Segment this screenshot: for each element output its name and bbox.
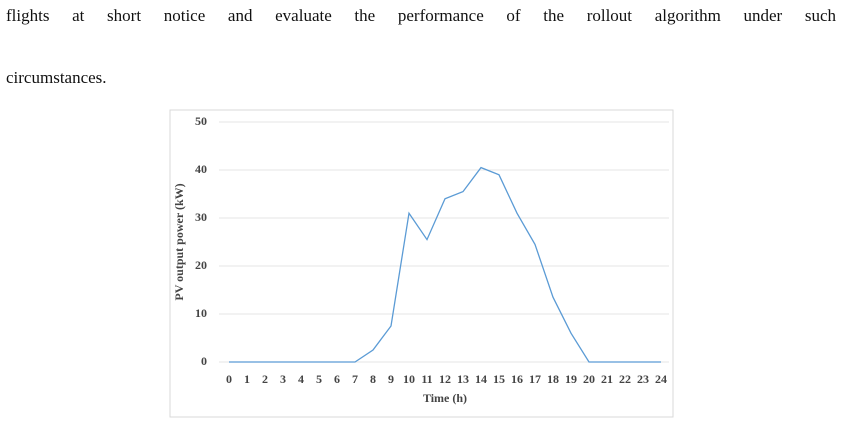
- x-tick-label: 19: [565, 372, 577, 386]
- x-axis-title: Time (h): [423, 391, 467, 405]
- x-tick-label: 14: [475, 372, 487, 386]
- x-tick-label: 15: [493, 372, 505, 386]
- x-tick-label: 1: [244, 372, 250, 386]
- y-tick-label: 50: [195, 114, 207, 128]
- x-tick-label: 3: [280, 372, 286, 386]
- x-tick-label: 7: [352, 372, 358, 386]
- y-axis-title: PV output power (kW): [172, 183, 186, 300]
- x-tick-label: 0: [226, 372, 232, 386]
- x-tick-label: 2: [262, 372, 268, 386]
- x-tick-label: 6: [334, 372, 340, 386]
- x-tick-label: 5: [316, 372, 322, 386]
- x-tick-label: 23: [637, 372, 649, 386]
- x-tick-label: 18: [547, 372, 559, 386]
- data-line: [229, 166, 661, 363]
- x-tick-label: 16: [511, 372, 523, 386]
- x-tick-label: 4: [298, 372, 304, 386]
- x-tick-label: 10: [403, 372, 415, 386]
- x-tick-label: 9: [388, 372, 394, 386]
- x-tick-label: 24: [655, 372, 667, 386]
- y-tick-label: 20: [195, 258, 207, 272]
- y-tick-label: 10: [195, 306, 207, 320]
- x-tick-label: 22: [619, 372, 631, 386]
- paragraph-line: circumstances.: [6, 68, 107, 87]
- x-tick-label: 21: [601, 372, 613, 386]
- x-tick-label: 12: [439, 372, 451, 386]
- paragraph-line: flights at short notice and evaluate the…: [6, 6, 836, 25]
- x-tick-label: 11: [421, 372, 432, 386]
- y-tick-label: 40: [195, 162, 207, 176]
- x-tick-label: 17: [529, 372, 541, 386]
- y-tick-label: 30: [195, 210, 207, 224]
- x-tick-label: 8: [370, 372, 376, 386]
- y-tick-label: 0: [201, 354, 207, 368]
- x-tick-label: 20: [583, 372, 595, 386]
- x-tick-label: 13: [457, 372, 469, 386]
- chart-frame: [169, 109, 674, 418]
